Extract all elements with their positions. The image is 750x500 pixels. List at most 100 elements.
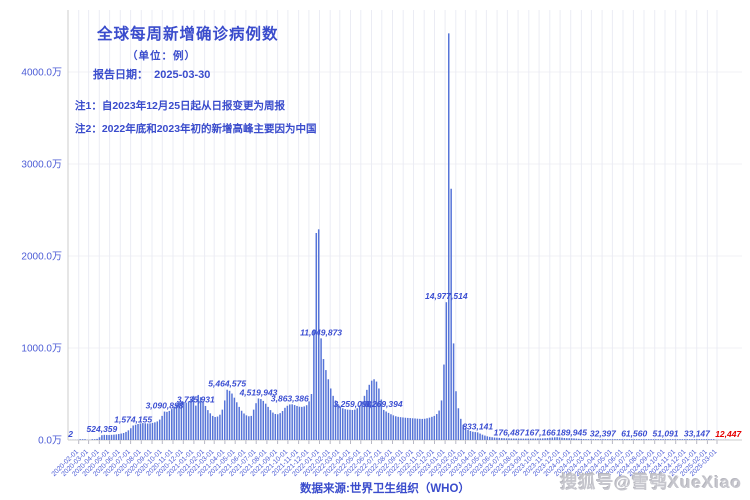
bar[interactable] [231,393,233,440]
bar[interactable] [361,401,363,440]
bar[interactable] [686,439,688,440]
bar[interactable] [175,404,178,440]
bar[interactable] [563,437,566,440]
bar[interactable] [438,410,440,440]
bar[interactable] [274,413,277,440]
bar[interactable] [445,302,448,440]
bar[interactable] [368,384,371,440]
bar[interactable] [652,439,655,440]
bar[interactable] [469,430,472,440]
bar[interactable] [614,439,616,440]
bar[interactable] [551,437,554,440]
bar[interactable] [226,389,228,440]
bar[interactable] [578,438,580,440]
bar[interactable] [187,401,190,440]
bar[interactable] [199,397,202,440]
bar[interactable] [597,439,599,440]
bar[interactable] [585,439,587,440]
bar[interactable] [568,438,570,440]
bar[interactable] [594,439,597,440]
bar[interactable] [257,398,260,440]
bar[interactable] [380,399,383,440]
bar[interactable] [672,439,674,440]
bar[interactable] [363,395,366,440]
bar[interactable] [91,439,93,440]
bar[interactable] [582,439,585,440]
bar[interactable] [356,408,358,440]
bar[interactable] [638,439,640,440]
bar[interactable] [207,410,209,440]
bar[interactable] [703,439,705,440]
bar[interactable] [712,439,715,440]
bar[interactable] [260,399,262,440]
bar[interactable] [655,439,657,440]
bar[interactable] [549,437,551,440]
bar[interactable] [474,432,476,440]
bar[interactable] [202,401,204,440]
bar[interactable] [693,439,696,440]
bar[interactable] [310,394,313,440]
bar[interactable] [301,406,303,440]
bar[interactable] [154,422,156,440]
bar[interactable] [491,437,493,440]
bar[interactable] [233,397,236,440]
bar[interactable] [676,439,679,440]
bar[interactable] [443,364,445,440]
bar[interactable] [375,381,378,440]
bar[interactable] [421,418,423,440]
bar[interactable] [137,423,139,440]
bar[interactable] [289,404,291,440]
bar[interactable] [180,401,183,440]
bar[interactable] [183,401,185,440]
bar[interactable] [520,438,522,440]
bar[interactable] [659,439,662,440]
bar[interactable] [286,405,289,440]
bar[interactable] [264,403,267,440]
bar[interactable] [688,439,691,440]
bar[interactable] [566,438,568,440]
bar[interactable] [448,33,450,441]
bar[interactable] [510,438,513,440]
bar[interactable] [173,406,175,440]
bar[interactable] [570,438,573,440]
bar[interactable] [236,402,238,440]
bar[interactable] [127,430,130,440]
bar[interactable] [529,438,532,440]
bar[interactable] [93,439,96,440]
bar[interactable] [452,343,455,440]
bar[interactable] [151,422,154,440]
bar[interactable] [592,439,595,440]
bar[interactable] [609,439,611,440]
bar[interactable] [541,438,544,440]
bar[interactable] [486,436,489,440]
bar[interactable] [221,409,224,440]
bar[interactable] [515,438,517,440]
bar[interactable] [185,402,187,440]
bar[interactable] [248,416,250,440]
bar[interactable] [192,395,195,440]
bar[interactable] [450,188,452,440]
bar[interactable] [204,405,207,440]
bar[interactable] [700,439,703,440]
bar[interactable] [553,437,556,440]
bar[interactable] [525,438,527,440]
bar[interactable] [84,439,86,440]
bar[interactable] [332,395,334,440]
bar[interactable] [171,409,173,440]
bar[interactable] [698,439,701,440]
bar[interactable] [647,439,650,440]
bar[interactable] [621,439,623,440]
bar[interactable] [243,413,245,441]
bar[interactable] [423,418,426,440]
bar[interactable] [580,438,582,440]
bar[interactable] [387,412,390,440]
bar[interactable] [228,390,231,440]
bar[interactable] [467,429,469,440]
bar[interactable] [216,416,219,440]
bar[interactable] [161,415,163,440]
bar[interactable] [590,439,592,440]
bar[interactable] [130,428,132,440]
bar[interactable] [619,439,621,440]
bar[interactable] [101,435,103,440]
bar[interactable] [623,439,626,440]
